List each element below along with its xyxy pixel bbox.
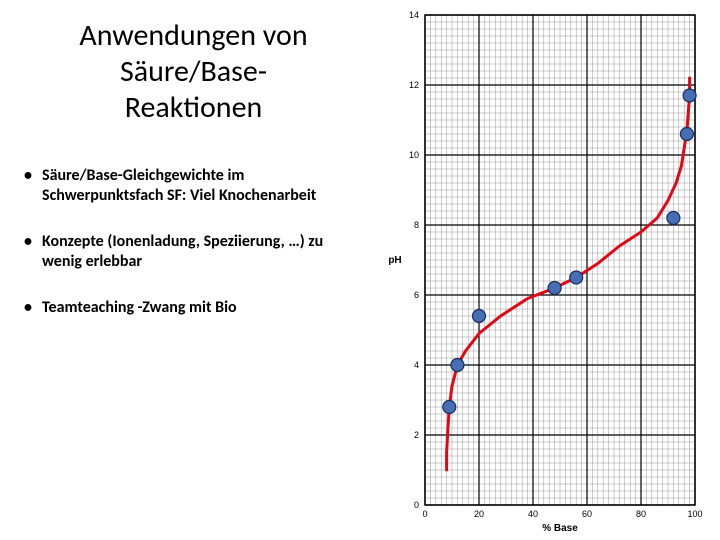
- svg-text:2: 2: [414, 430, 419, 440]
- title-line: Anwendungen von: [79, 17, 307, 54]
- svg-text:40: 40: [528, 509, 538, 519]
- text-panel: Anwendungen von Säure/Base- Reaktionen S…: [0, 0, 375, 540]
- bullet-list: Säure/Base-Gleichgewichte im Schwerpunkt…: [22, 166, 365, 318]
- chart-panel: 0 20 40 60 80 100 0 2 4 6 8 10 12 14 % Base pH: [375, 0, 720, 540]
- svg-text:0: 0: [422, 509, 427, 519]
- svg-text:20: 20: [474, 509, 484, 519]
- title-line: Säure/Base-: [120, 53, 267, 90]
- bullet-item: Säure/Base-Gleichgewichte im Schwerpunkt…: [22, 166, 365, 206]
- bullet-item: Konzepte (Ionenladung, Speziierung, …) z…: [22, 232, 365, 272]
- svg-text:0: 0: [414, 500, 419, 510]
- svg-text:60: 60: [582, 509, 592, 519]
- svg-text:12: 12: [409, 80, 419, 90]
- svg-text:8: 8: [414, 220, 419, 230]
- svg-text:14: 14: [409, 10, 419, 20]
- titration-chart: 0 20 40 60 80 100 0 2 4 6 8 10 12 14 % Base pH: [380, 5, 705, 535]
- bullet-item: Teamteaching -Zwang mit Bio: [22, 298, 365, 318]
- svg-text:10: 10: [409, 150, 419, 160]
- svg-text:100: 100: [687, 509, 702, 519]
- title-line: Reaktionen: [125, 89, 263, 126]
- svg-text:pH: pH: [388, 255, 401, 266]
- svg-text:80: 80: [636, 509, 646, 519]
- svg-text:% Base: % Base: [542, 523, 578, 534]
- svg-text:4: 4: [414, 360, 419, 370]
- slide-title: Anwendungen von Säure/Base- Reaktionen: [22, 18, 365, 126]
- svg-text:6: 6: [414, 290, 419, 300]
